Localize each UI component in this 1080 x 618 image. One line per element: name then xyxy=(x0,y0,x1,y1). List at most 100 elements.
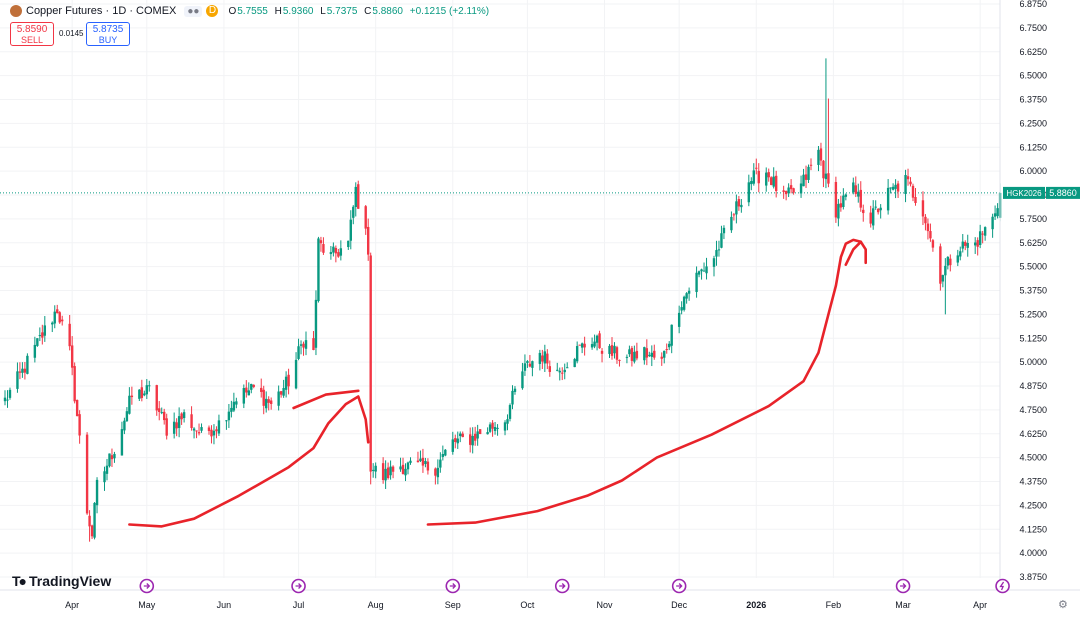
candle-body xyxy=(113,453,116,459)
candle-body xyxy=(364,206,367,229)
candle-body xyxy=(767,172,770,178)
buy-label: BUY xyxy=(98,35,118,45)
candle-body xyxy=(523,363,527,371)
candle-body xyxy=(16,371,19,389)
candle-body xyxy=(896,183,900,192)
candle-body xyxy=(95,479,99,506)
symbol-title[interactable]: Copper Futures · 1D · COMEX xyxy=(26,5,177,17)
chart-header: Copper Futures · 1D · COMEX ●● D O5.7555… xyxy=(10,5,493,17)
candle-body xyxy=(33,344,37,358)
candle-body xyxy=(715,250,718,257)
candle-body xyxy=(618,359,621,361)
candle-body xyxy=(322,244,325,253)
candle-body xyxy=(802,174,805,187)
buy-button[interactable]: 5.8735 BUY xyxy=(86,22,130,46)
copper-symbol-icon xyxy=(10,5,22,17)
candle-body xyxy=(944,265,947,276)
candle-body xyxy=(541,355,544,362)
candle-body xyxy=(608,345,611,354)
candle-body xyxy=(859,189,862,208)
candle-body xyxy=(697,271,701,275)
candle-body xyxy=(506,419,509,424)
candle-body xyxy=(371,469,375,471)
price-tick-label: 5.2500 xyxy=(1019,309,1047,319)
price-tick-label: 6.6250 xyxy=(1019,47,1047,57)
candle-body xyxy=(730,216,733,231)
candle-body xyxy=(521,371,524,389)
candle-body xyxy=(207,427,211,431)
change-value: +0.1215 (+2.11%) xyxy=(409,5,490,17)
symbol-price-tag xyxy=(1003,186,1045,199)
candle-body xyxy=(337,252,340,257)
candle-body xyxy=(175,422,178,429)
high-label: H xyxy=(274,5,282,17)
candle-body xyxy=(630,347,634,361)
candle-body xyxy=(314,299,318,348)
candle-body xyxy=(511,390,514,405)
candle-body xyxy=(384,468,387,481)
candle-body xyxy=(267,399,270,403)
price-tick-label: 6.2500 xyxy=(1019,118,1047,128)
candle-body xyxy=(279,391,283,395)
candle-body xyxy=(277,391,280,406)
data-status-badge[interactable]: D xyxy=(206,5,219,17)
candle-body xyxy=(90,525,94,537)
price-tick-label: 4.0000 xyxy=(1019,548,1047,558)
freehand-drawings[interactable] xyxy=(128,238,868,528)
freehand-line-2[interactable] xyxy=(292,389,360,410)
sell-button[interactable]: 5.8590 SELL xyxy=(10,22,54,46)
candle-body xyxy=(653,350,656,358)
candle-body xyxy=(227,411,231,421)
candle-body xyxy=(217,420,221,434)
time-tick-label: Dec xyxy=(671,600,688,610)
candle-body xyxy=(230,407,233,412)
price-axis[interactable]: 3.8750 4.0000 4.1250 4.2500 4.3750 4.5000 4.62… xyxy=(999,0,1080,590)
visibility-toggle-icon[interactable]: ●● xyxy=(184,5,203,17)
candle-body xyxy=(332,246,335,253)
candle-body xyxy=(329,252,333,255)
candle-body xyxy=(590,344,594,348)
candle-body xyxy=(51,322,54,325)
candle-body xyxy=(138,389,141,399)
candle-body xyxy=(914,196,917,203)
candle-body xyxy=(834,181,838,218)
open-value: 5.7555 xyxy=(237,5,268,17)
candle-body xyxy=(386,467,390,479)
candle-body xyxy=(145,385,148,395)
event-markers[interactable] xyxy=(139,578,1010,594)
candle-body xyxy=(317,238,320,302)
time-tick-label: Apr xyxy=(973,600,987,610)
candle-body xyxy=(158,408,161,412)
candle-body xyxy=(732,214,736,216)
freehand-line-4[interactable] xyxy=(844,240,863,267)
candle-body xyxy=(26,355,29,374)
candle-body xyxy=(670,324,673,346)
candle-body xyxy=(75,399,79,417)
price-tick-label: 5.0000 xyxy=(1019,357,1047,367)
lightning-glyph xyxy=(999,581,1005,591)
freehand-line-3[interactable] xyxy=(426,238,868,526)
candle-body xyxy=(991,216,994,230)
low-label: L xyxy=(320,5,326,17)
time-axis[interactable]: Apr May Jun Jul Aug Sep Oct Nov Dec 2026 Feb Mar Apr xyxy=(0,589,1080,610)
settings-gear-icon[interactable]: ⚙ xyxy=(1058,599,1068,611)
candle-body xyxy=(61,319,64,322)
candle-body xyxy=(682,296,686,310)
arrow-glyph xyxy=(295,583,302,589)
arrow-glyph xyxy=(559,583,566,589)
candle-body xyxy=(235,401,238,405)
close-label: C xyxy=(364,5,372,17)
price-tick-label: 6.7500 xyxy=(1019,23,1047,33)
candle-body xyxy=(583,343,586,348)
freehand-line-1[interactable] xyxy=(128,395,370,528)
candle-body xyxy=(558,370,561,373)
candle-body xyxy=(18,371,22,373)
candle-body xyxy=(247,390,250,396)
candle-body xyxy=(904,175,907,194)
tradingview-logo[interactable]: T● TradingView xyxy=(12,573,111,589)
candle-body xyxy=(21,368,24,373)
price-tick-label: 6.3750 xyxy=(1019,95,1047,105)
candle-body xyxy=(23,368,27,373)
time-tick-label: May xyxy=(138,600,156,610)
